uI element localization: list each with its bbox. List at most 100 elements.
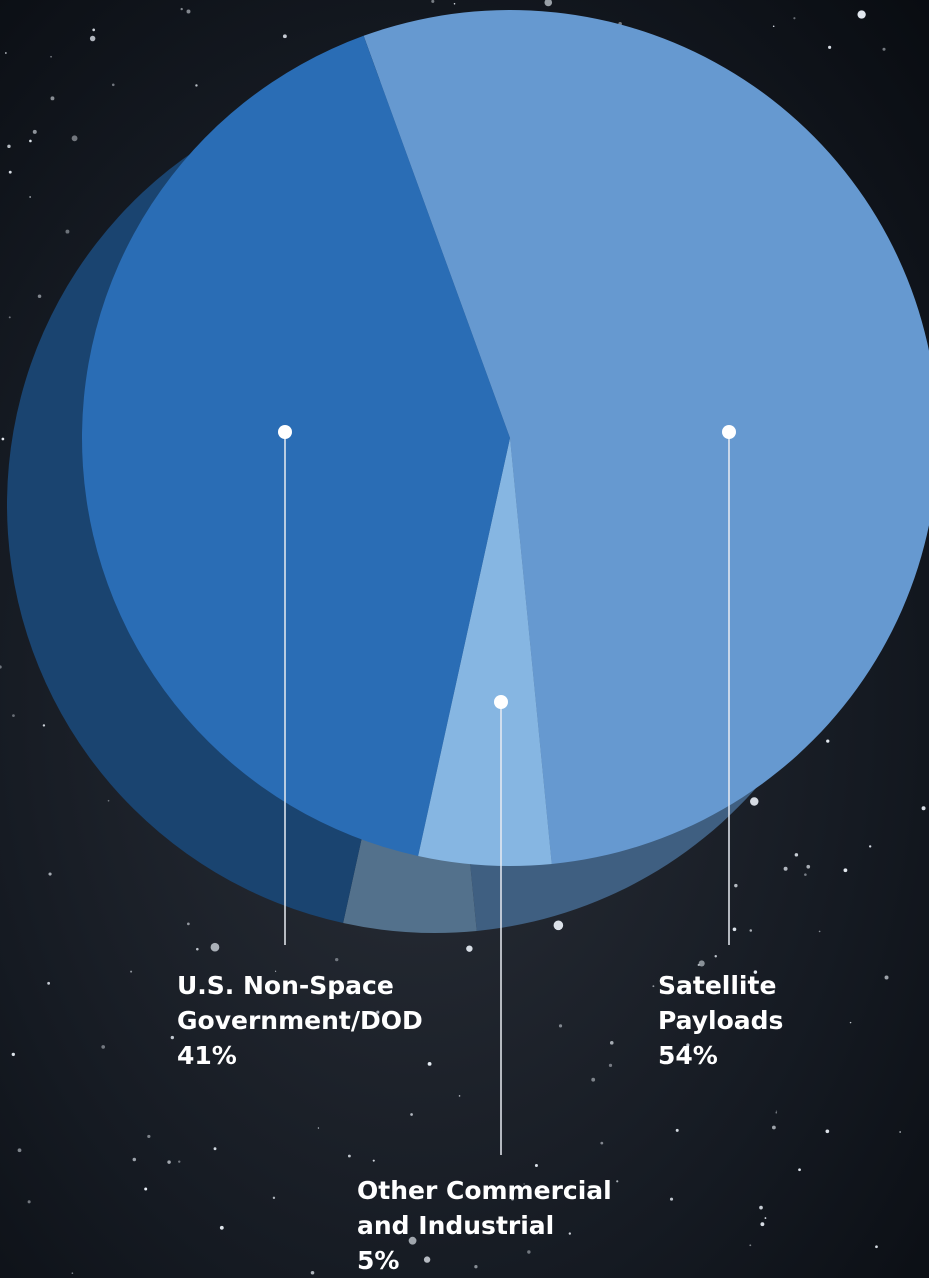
star [734, 884, 737, 887]
star [335, 958, 338, 961]
star [9, 316, 11, 318]
star [882, 48, 885, 51]
star [273, 1197, 275, 1199]
star [410, 1113, 413, 1116]
star [311, 1271, 315, 1275]
leader-dot [494, 695, 508, 709]
star [196, 948, 199, 951]
star [784, 867, 788, 871]
star [676, 1129, 679, 1132]
star [715, 955, 717, 957]
star [29, 140, 32, 143]
star [819, 931, 821, 933]
star [144, 1188, 147, 1191]
star [798, 1168, 801, 1171]
star [795, 853, 798, 856]
star [733, 927, 737, 931]
star [776, 1112, 777, 1113]
slice-value: 54% [658, 1038, 818, 1073]
slice-value: 41% [177, 1038, 467, 1073]
star [600, 1142, 603, 1145]
star [108, 800, 110, 802]
star [72, 1272, 74, 1274]
star [875, 1245, 878, 1248]
star [171, 1036, 174, 1039]
star [43, 724, 45, 726]
star [28, 1200, 31, 1203]
star [48, 872, 51, 875]
star [670, 1198, 673, 1201]
star [826, 1129, 830, 1133]
star [760, 1222, 764, 1226]
star [699, 960, 705, 966]
star [12, 714, 15, 717]
star [773, 25, 775, 27]
slice-name: Satellite Payloads [658, 968, 818, 1038]
chart [0, 0, 929, 1278]
star [318, 1127, 319, 1128]
star [9, 171, 12, 174]
star [554, 921, 564, 931]
star [348, 1155, 351, 1158]
star [2, 438, 5, 441]
label-other: Other Commercial and Industrial 5% [357, 1173, 657, 1278]
star [181, 8, 183, 10]
star [776, 1111, 777, 1112]
label-satellite: Satellite Payloads 54% [658, 968, 818, 1073]
star [66, 230, 70, 234]
star [804, 873, 807, 876]
star [147, 1135, 150, 1138]
star [750, 797, 758, 805]
star [33, 130, 37, 134]
star [112, 83, 115, 86]
star [72, 135, 78, 141]
star [29, 196, 31, 198]
leader-dot [722, 425, 736, 439]
leader-dot [278, 425, 292, 439]
star [857, 10, 865, 18]
star [899, 1131, 901, 1133]
slice-name: U.S. Non-Space Government/DOD [177, 968, 467, 1038]
star [885, 976, 889, 980]
slice-value: 5% [357, 1243, 657, 1278]
star [610, 1041, 614, 1045]
star [90, 36, 95, 41]
star [609, 1064, 612, 1067]
star [92, 29, 95, 32]
star [130, 971, 132, 973]
star [652, 985, 654, 987]
star [459, 1095, 461, 1097]
star [18, 1148, 22, 1152]
slice-name: Other Commercial and Industrial [357, 1173, 657, 1243]
star [101, 1045, 105, 1049]
star [869, 845, 871, 847]
star [765, 1217, 767, 1219]
star [828, 46, 831, 49]
star [844, 868, 848, 872]
star [211, 943, 220, 952]
star [5, 52, 7, 54]
star [750, 929, 753, 932]
star [38, 295, 42, 299]
star [12, 1053, 15, 1056]
star [559, 1024, 562, 1027]
star [47, 982, 50, 985]
star [466, 945, 472, 951]
star [133, 1158, 136, 1161]
star [373, 1160, 375, 1162]
star [922, 806, 926, 810]
star [793, 17, 795, 19]
star [50, 56, 52, 58]
star [283, 34, 287, 38]
star [806, 865, 810, 869]
star [535, 1164, 538, 1167]
star [178, 1160, 180, 1162]
star [759, 1206, 763, 1210]
star [187, 10, 191, 14]
star [850, 1022, 851, 1023]
star [749, 1244, 751, 1246]
star [214, 1147, 217, 1150]
star [7, 145, 10, 148]
star [51, 96, 55, 100]
pie-face [82, 10, 929, 866]
